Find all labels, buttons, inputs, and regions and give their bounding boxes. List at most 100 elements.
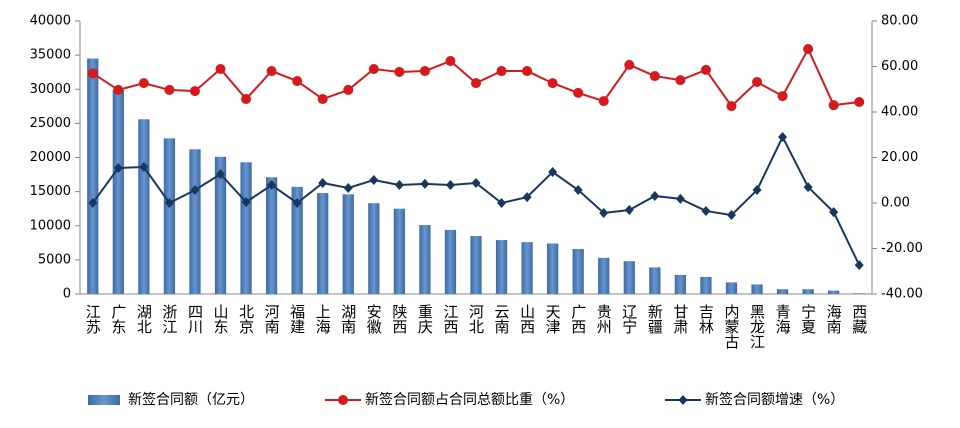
x-tick-label: 北京: [237, 304, 255, 335]
bar: [828, 290, 840, 294]
x-tick-label: 江苏: [84, 304, 102, 335]
bar: [291, 186, 303, 294]
bar: [393, 208, 405, 294]
legend-label: 新签合同额增速（%）: [705, 391, 844, 408]
marker: [164, 84, 175, 95]
x-tick-label: 重庆: [416, 304, 434, 334]
marker: [522, 192, 532, 203]
bar: [419, 225, 431, 294]
bar: [87, 58, 99, 294]
marker: [624, 59, 635, 70]
marker: [215, 64, 226, 75]
y2-tick-label: 40.00: [881, 105, 918, 120]
bar: [444, 229, 457, 294]
y-tick-label: 20000: [30, 150, 71, 165]
marker: [573, 87, 584, 98]
x-tick-label: 云南: [493, 304, 511, 334]
y2-tick-label: 20.00: [881, 150, 918, 165]
x-tick-label: 江西: [441, 304, 459, 334]
marker: [548, 167, 558, 178]
x-tick-label: 浙江: [160, 304, 178, 334]
bar: [163, 138, 176, 294]
marker: [497, 198, 507, 208]
x-tick-label: 上海: [314, 304, 332, 334]
marker: [241, 94, 252, 105]
line: [92, 46, 860, 108]
marker: [445, 180, 455, 191]
x-tick-label: 吉林: [697, 304, 715, 334]
y-tick-label: 40000: [30, 14, 71, 29]
bar: [342, 194, 354, 294]
x-tick-label: 海南: [825, 304, 843, 334]
marker: [752, 185, 762, 196]
bar: [674, 274, 687, 294]
x-tick-label: 湖南: [339, 304, 357, 334]
legend-marker: [338, 395, 348, 405]
marker: [138, 78, 149, 89]
bar: [495, 240, 508, 294]
marker: [675, 193, 685, 204]
x-tick-label: 天津: [544, 304, 562, 334]
y-tick-label: 5000: [38, 252, 71, 267]
marker: [599, 208, 609, 219]
marker: [700, 64, 711, 75]
marker: [113, 162, 123, 173]
x-tick-label: 山东: [212, 304, 230, 334]
bar: [189, 149, 201, 294]
bar: [802, 289, 814, 294]
bar: [649, 267, 661, 294]
x-tick-label: 山西: [518, 304, 536, 334]
marker: [778, 132, 788, 143]
marker: [777, 91, 788, 102]
legend-swatch: [88, 395, 120, 405]
x-tick-label: 安徽: [365, 304, 383, 334]
bar: [623, 261, 635, 294]
marker: [87, 68, 98, 79]
x-tick-label: 青海: [774, 304, 792, 334]
marker: [394, 66, 405, 77]
y-tick-label: 35000: [30, 48, 71, 63]
y2-tick-label: -20.00: [881, 241, 923, 256]
x-tick-label: 贵州: [595, 304, 613, 334]
x-tick-label: 广东: [109, 304, 127, 334]
marker: [267, 180, 277, 191]
x-tick-label: 广西: [569, 304, 587, 334]
marker: [445, 56, 456, 67]
marker: [394, 180, 404, 191]
marker: [803, 182, 813, 193]
marker: [854, 96, 865, 107]
marker: [547, 78, 558, 89]
marker: [854, 260, 864, 271]
marker: [190, 185, 200, 196]
bar: [853, 293, 865, 294]
marker: [573, 185, 583, 196]
marker: [650, 190, 660, 201]
x-tick-label: 黑龙江: [748, 304, 766, 349]
marker: [829, 207, 839, 218]
x-tick-label: 陕西: [390, 304, 408, 334]
marker: [343, 182, 353, 193]
bar: [265, 177, 278, 294]
marker: [292, 198, 302, 208]
marker: [496, 66, 507, 77]
marker: [752, 76, 763, 87]
marker: [292, 76, 303, 87]
bar: [368, 203, 380, 294]
marker: [139, 162, 149, 173]
bar: [725, 282, 738, 294]
marker: [241, 197, 251, 208]
bar: [598, 257, 610, 294]
y-tick-label: 15000: [30, 184, 71, 199]
bar: [317, 192, 329, 294]
marker: [471, 177, 481, 188]
marker: [675, 75, 686, 86]
y2-tick-label: 0.00: [881, 196, 910, 211]
bar: [521, 242, 533, 294]
bar: [112, 89, 124, 295]
marker: [598, 96, 609, 107]
marker: [368, 64, 379, 75]
x-tick-label: 新疆: [646, 304, 664, 334]
marker: [88, 198, 98, 208]
bar: [470, 235, 482, 294]
